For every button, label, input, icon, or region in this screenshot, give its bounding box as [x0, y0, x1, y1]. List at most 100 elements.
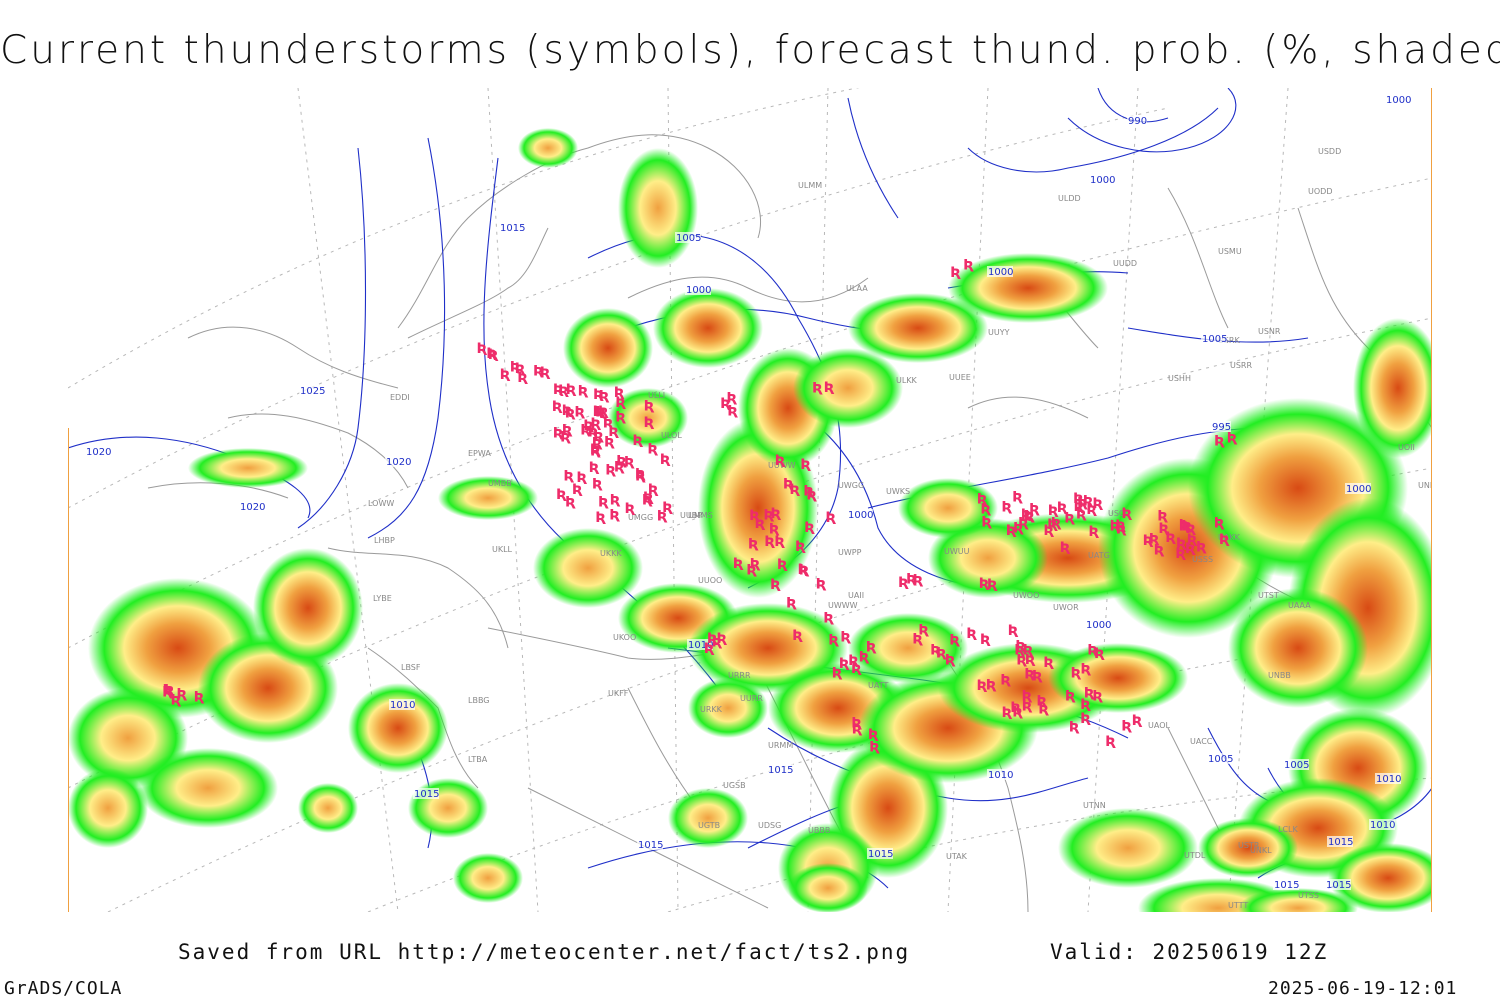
thunderstorm-symbol: Ʀ [566, 382, 577, 398]
thunderstorm-symbol: Ʀ [777, 557, 788, 573]
isobar-label: 1000 [848, 510, 873, 521]
station-label: UTAK [946, 852, 968, 861]
thunderstorm-symbol: Ʀ [912, 632, 923, 648]
thunderstorm-symbol: Ʀ [1165, 530, 1176, 546]
station-label: UWGG [838, 481, 864, 490]
isobar-label-bg [85, 446, 111, 457]
station-label: ULLI [648, 391, 665, 400]
thunderstorm-symbol: Ʀ [1073, 491, 1084, 507]
thunderstorm-symbol: Ʀ [592, 477, 603, 493]
isobar-label: 1015 [414, 789, 439, 800]
thunderstorm-symbol: Ʀ [1023, 643, 1034, 659]
thunderstorm-symbol: Ʀ [1043, 655, 1054, 671]
station-label: EDDI [390, 393, 410, 402]
thunderstorm-symbol: Ʀ [660, 452, 671, 468]
isobar-label-bg [1369, 819, 1395, 830]
probability-area [1328, 843, 1432, 912]
isobar-label-bg [1211, 421, 1231, 432]
thunderstorm-symbol: Ʀ [783, 476, 794, 492]
thunderstorm-symbol: Ʀ [565, 405, 576, 421]
isobar-label-bg [385, 456, 411, 467]
thunderstorm-symbol: Ʀ [1121, 506, 1132, 522]
thunderstorm-symbol: Ʀ [1214, 434, 1225, 450]
thunderstorm-symbol: Ʀ [560, 429, 571, 445]
thunderstorm-symbol: Ʀ [748, 536, 759, 552]
station-label: UAAA [1288, 601, 1311, 610]
thunderstorm-symbol: Ʀ [1121, 719, 1132, 735]
thunderstorm-symbol: Ʀ [1012, 705, 1023, 721]
station-label: UUYY [988, 328, 1010, 337]
thunderstorm-symbol: Ʀ [906, 572, 917, 588]
thunderstorm-symbol: Ʀ [552, 399, 563, 415]
station-label: UGSB [723, 781, 746, 790]
thunderstorm-symbol: Ʀ [625, 501, 636, 517]
thunderstorm-symbol: Ʀ [720, 396, 731, 412]
isobar-label: 1020 [386, 457, 411, 468]
thunderstorm-symbol: Ʀ [553, 426, 564, 442]
thunderstorm-symbol: Ʀ [648, 482, 659, 498]
thunderstorm-symbol: Ʀ [986, 677, 997, 693]
thunderstorm-probability-shading [68, 128, 1432, 912]
station-label: URRR [728, 671, 751, 680]
station-label: ULOL [661, 431, 682, 440]
station-label: UTNN [1083, 801, 1106, 810]
station-label: UAOL [1148, 721, 1170, 730]
thunderstorm-symbol: Ʀ [812, 381, 823, 397]
station-label: UOII [1398, 443, 1415, 452]
thunderstorm-symbol: Ʀ [786, 596, 797, 612]
thunderstorm-symbol: Ʀ [1227, 431, 1238, 447]
thunderstorm-symbol: Ʀ [1094, 646, 1105, 662]
thunderstorm-symbol: Ʀ [194, 689, 205, 705]
thunderstorm-symbol: Ʀ [1143, 533, 1154, 549]
thunderstorm-symbol: Ʀ [1088, 524, 1099, 540]
isobar-label-bg [389, 699, 415, 710]
thunderstorm-symbol: Ʀ [704, 641, 715, 657]
probability-area [438, 476, 538, 520]
thunderstorm-symbol: Ʀ [1043, 523, 1054, 539]
thunderstorm-symbol: Ʀ [590, 443, 601, 459]
isobar-label: 1000 [1086, 620, 1111, 631]
thunderstorm-symbol: Ʀ [1157, 509, 1168, 525]
thunderstorm-symbol: Ʀ [823, 611, 834, 627]
isobar-label-bg [1385, 94, 1411, 105]
probability-area [68, 768, 148, 848]
station-label: URMM [768, 741, 793, 750]
isobar-label: 1010 [688, 640, 713, 651]
isobar-label-bg [1273, 879, 1299, 890]
thunderstorm-symbol: Ʀ [647, 442, 658, 458]
thunderstorm-symbol: Ʀ [763, 508, 774, 524]
station-label: EPWA [468, 449, 491, 458]
isobar-label: 1005 [676, 233, 701, 244]
station-label: USTR [1238, 841, 1260, 850]
thunderstorm-symbol: Ʀ [1185, 541, 1196, 557]
thunderstorm-symbol: Ʀ [1181, 519, 1192, 535]
thunderstorm-symbol: Ʀ [774, 534, 785, 550]
thunderstorm-symbol: Ʀ [1076, 506, 1087, 522]
isobar-label-bg [1325, 879, 1351, 890]
probability-area [138, 748, 278, 828]
isobar-label-bg [1345, 483, 1371, 494]
station-label: USRR [1230, 361, 1252, 370]
probability-area [788, 863, 868, 912]
thunderstorm-symbol: Ʀ [574, 404, 585, 420]
thunderstorm-symbol: Ʀ [632, 433, 643, 449]
thunderstorm-symbol: Ʀ [593, 387, 604, 403]
probability-area [188, 448, 308, 488]
thunderstorm-symbol: Ʀ [1025, 652, 1036, 668]
station-label: LBBG [468, 696, 490, 705]
station-label: UGTB [698, 821, 720, 830]
thunderstorm-symbol: Ʀ [804, 520, 815, 536]
thunderstorm-symbol: Ʀ [1087, 642, 1098, 658]
thunderstorm-symbol: Ʀ [1064, 510, 1075, 526]
thunderstorm-symbol: Ʀ [562, 423, 573, 439]
isobar-label-bg [413, 788, 439, 799]
probability-area [1353, 318, 1432, 458]
thunderstorm-symbol: Ʀ [563, 469, 574, 485]
isobar-label-bg [299, 385, 325, 396]
station-label: LHBP [374, 536, 395, 545]
thunderstorm-symbol: Ʀ [755, 516, 766, 532]
thunderstorm-symbol: Ʀ [749, 508, 760, 524]
isobar-label: 1020 [240, 502, 265, 513]
thunderstorm-symbol: Ʀ [806, 488, 817, 504]
probability-area [563, 308, 653, 388]
